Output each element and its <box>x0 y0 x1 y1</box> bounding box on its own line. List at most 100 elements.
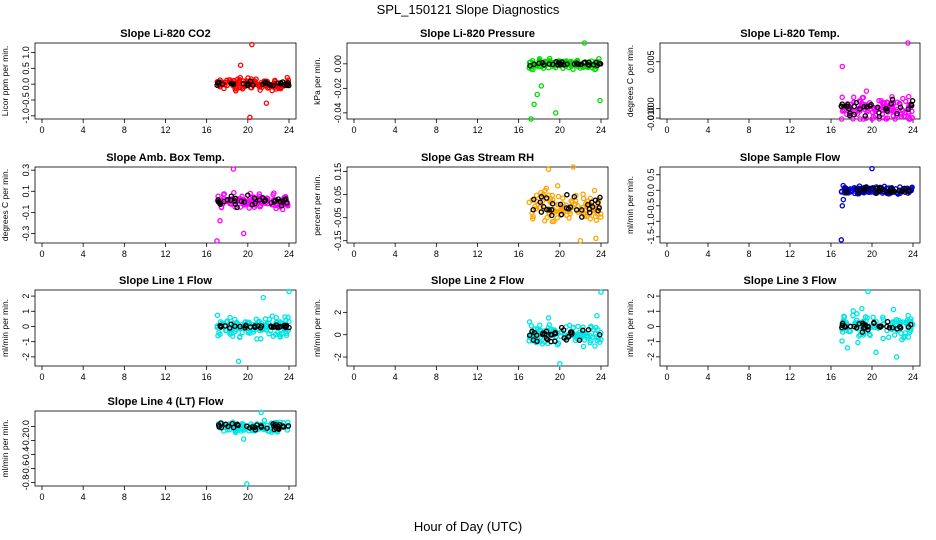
y-tick-label: -1 <box>21 338 31 346</box>
data-point <box>571 193 578 200</box>
data-point <box>536 205 543 211</box>
x-tick-label: 20 <box>555 125 565 135</box>
data-point <box>537 199 543 205</box>
data-point <box>899 336 905 343</box>
data-point <box>241 427 247 433</box>
x-tick-label: 4 <box>81 372 86 382</box>
data-point <box>542 331 548 337</box>
data-point <box>589 204 596 210</box>
data-point <box>543 195 550 201</box>
data-point <box>236 334 243 341</box>
data-point <box>838 103 845 110</box>
data-point <box>894 325 900 332</box>
data-point <box>575 323 581 330</box>
data-point <box>597 211 604 217</box>
data-point <box>216 329 222 336</box>
data-point <box>286 288 292 295</box>
data-point <box>839 338 845 344</box>
data-point <box>264 425 270 431</box>
data-point <box>546 58 553 64</box>
data-point <box>262 316 269 322</box>
data-point <box>275 196 282 202</box>
data-point <box>880 314 886 320</box>
data-point <box>256 191 263 197</box>
y-axis-label: kPa per min. <box>312 57 322 105</box>
data-point <box>246 425 253 431</box>
data-point <box>864 104 870 110</box>
series-hourly <box>527 59 604 69</box>
data-point <box>251 195 258 201</box>
data-point <box>247 114 253 121</box>
x-tick-label: 8 <box>434 125 439 135</box>
data-point <box>841 314 848 320</box>
series-hourly <box>839 318 914 335</box>
data-point <box>597 61 604 67</box>
data-point <box>538 83 545 89</box>
data-point <box>526 59 533 66</box>
y-axis-label: ml/min per min. <box>0 419 10 477</box>
x-tick-label: 24 <box>284 125 294 135</box>
x-tick-label: 24 <box>908 125 918 135</box>
data-point <box>545 315 552 321</box>
data-point <box>218 420 224 426</box>
data-point <box>596 331 603 338</box>
data-point <box>569 199 576 205</box>
data-point <box>902 333 908 340</box>
data-point <box>217 201 224 208</box>
panel-10: Slope Line 4 (LT) Flow ml/min per min. -0.… <box>0 396 297 502</box>
x-tick-label: 12 <box>472 249 482 259</box>
x-tick-label: 20 <box>243 125 253 135</box>
y-tick-label: -0.8 <box>21 475 31 491</box>
data-point <box>530 66 536 73</box>
data-point <box>549 212 555 219</box>
data-point <box>861 104 867 110</box>
data-point <box>224 318 231 324</box>
y-tick-label: 2 <box>333 310 343 315</box>
data-point <box>258 409 264 416</box>
data-point <box>538 194 545 200</box>
y-tick-label: 0.5 <box>646 168 656 181</box>
x-tick-label: 16 <box>202 372 212 382</box>
data-point <box>897 104 904 111</box>
data-point <box>215 197 221 203</box>
data-point <box>526 338 532 344</box>
x-tick-label: 4 <box>705 249 710 259</box>
data-point <box>566 215 572 221</box>
x-tick-label: 20 <box>867 125 877 135</box>
data-point <box>905 334 912 340</box>
y-tick-label: 0.0 <box>21 420 31 433</box>
data-point <box>221 198 227 205</box>
data-point <box>266 330 272 337</box>
data-point <box>234 421 241 428</box>
data-point <box>244 481 250 487</box>
data-point <box>554 215 560 221</box>
data-point <box>868 185 875 192</box>
x-tick-label: 0 <box>39 249 44 259</box>
x-tick-label: 0 <box>39 492 44 502</box>
x-tick-label: 12 <box>160 249 170 259</box>
y-tick-label: 1 <box>21 309 31 314</box>
data-point <box>886 325 893 331</box>
x-tick-label: 8 <box>434 249 439 259</box>
data-point <box>585 61 591 68</box>
data-point <box>908 321 914 328</box>
data-point <box>869 109 876 116</box>
data-point <box>859 305 865 312</box>
data-point <box>249 424 256 430</box>
data-point <box>586 209 593 216</box>
data-point <box>247 78 254 84</box>
x-tick-label: 20 <box>243 492 253 502</box>
data-point <box>230 166 237 172</box>
data-point <box>587 216 594 222</box>
y-tick-label: 0.05 <box>333 186 343 204</box>
data-point <box>529 216 536 222</box>
data-point <box>230 81 237 87</box>
series-primary <box>215 409 291 487</box>
series-hourly <box>215 420 292 433</box>
data-point <box>876 323 882 330</box>
y-tick-label: -1.0 <box>21 108 31 124</box>
data-point <box>859 95 866 101</box>
data-point <box>596 205 602 211</box>
x-tick-label: 4 <box>705 125 710 135</box>
